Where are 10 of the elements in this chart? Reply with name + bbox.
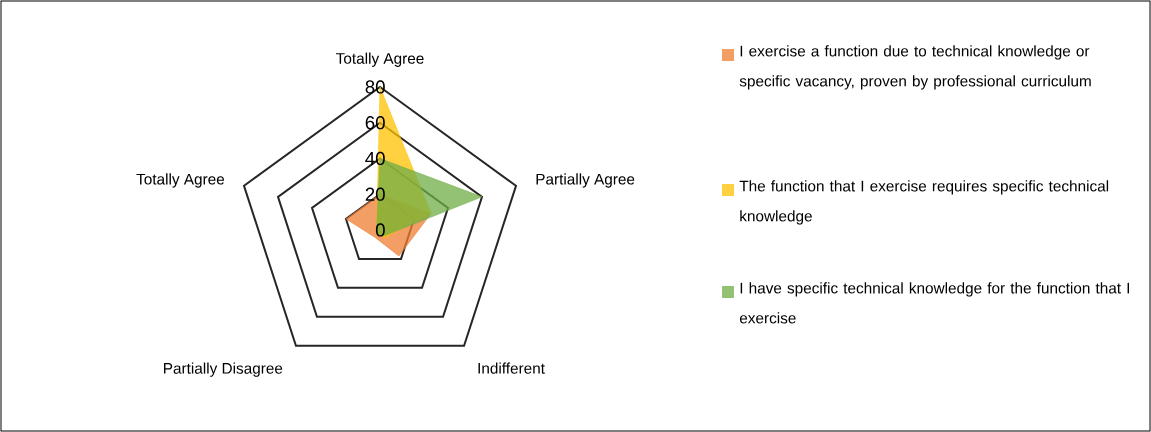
spoke-label: Totally Agree — [136, 173, 225, 188]
spoke-label: Partially Agree — [536, 173, 635, 188]
y-tick-label: 0 — [375, 223, 385, 237]
spoke-label: Indifferent — [478, 362, 545, 374]
legend-label: The function that I exercise requires specific technical knowledge — [739, 180, 1109, 225]
y-tick-label: 80 — [365, 80, 385, 94]
spoke-label: Partially Disagree — [164, 362, 283, 377]
legend-label: I have specific technical knowledge for the function that I exercise — [739, 282, 1130, 324]
spoke-label: Totally Agree — [336, 52, 424, 67]
legend-label: I exercise a function due to technical knowledge or specific vacancy, proven by professional curriculum — [739, 45, 1091, 90]
